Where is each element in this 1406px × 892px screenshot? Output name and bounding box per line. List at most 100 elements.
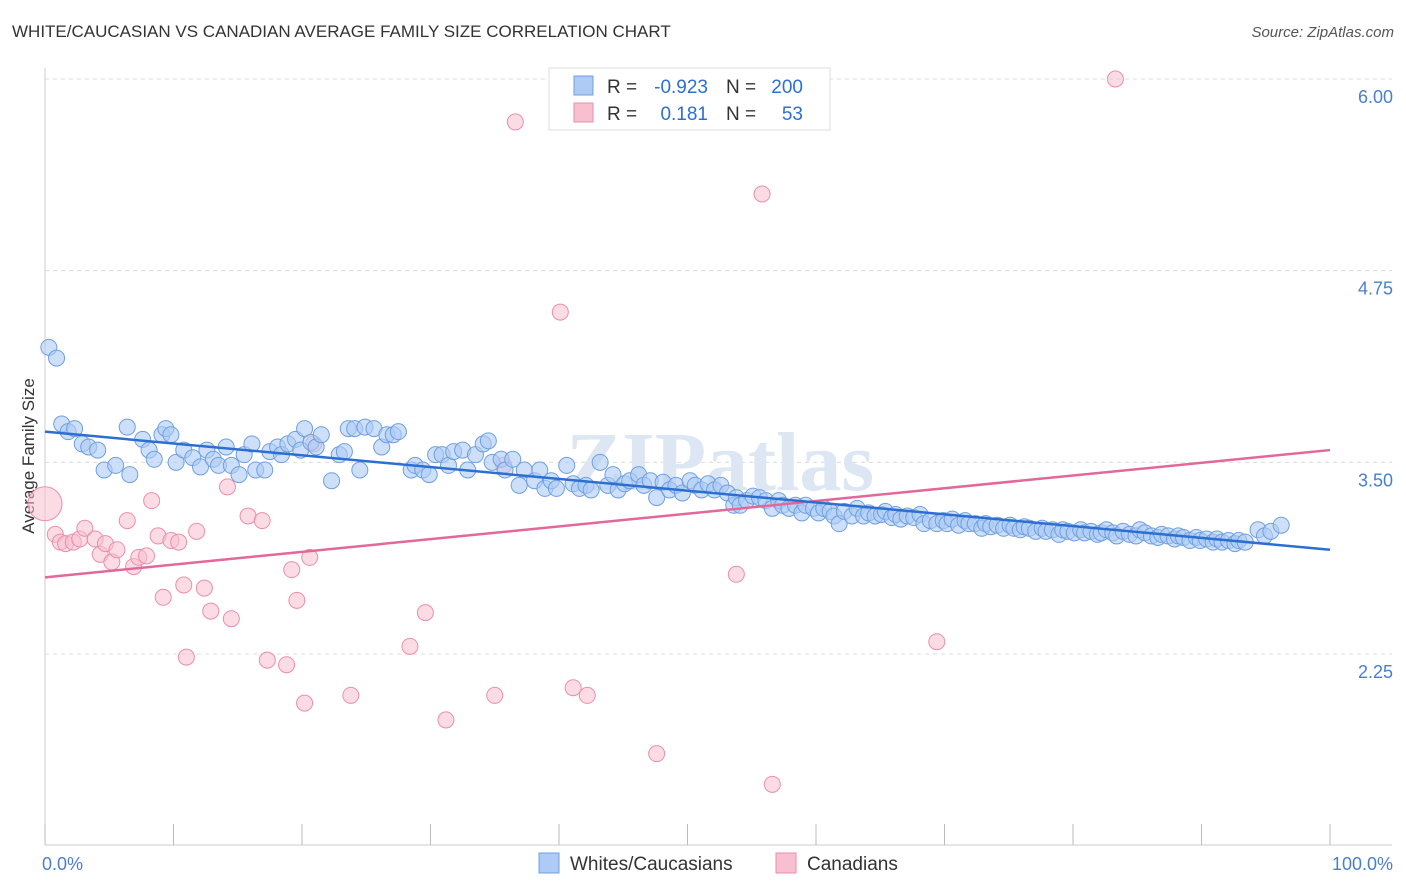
canadians-point <box>928 633 946 651</box>
canadians-point <box>195 579 213 597</box>
legend-n-label-2: N = <box>726 104 756 125</box>
canadians-point <box>288 591 306 609</box>
canadians-point <box>218 478 236 496</box>
y-tick-label: 3.50 <box>1358 470 1393 490</box>
bottom-legend-whites: Whites/Caucasians <box>570 854 733 875</box>
whites-point <box>479 432 497 450</box>
canadians-point <box>258 651 276 669</box>
canadians-point <box>296 694 314 712</box>
whites-point <box>420 466 438 484</box>
y-tick-label: 4.75 <box>1358 279 1393 299</box>
canadians-point <box>222 610 240 628</box>
canadians-point <box>143 492 161 510</box>
whites-point <box>66 420 84 438</box>
canadians-point <box>763 775 781 793</box>
whites-point <box>504 450 522 468</box>
canadians-point <box>1106 70 1124 88</box>
x-tick-label: 100.0% <box>1332 854 1393 874</box>
legend-swatch-pink <box>573 102 594 123</box>
legend-swatch-blue <box>573 75 594 96</box>
canadians-point <box>177 648 195 666</box>
canadians-point <box>108 541 126 559</box>
canadians-point <box>437 711 455 729</box>
canadians-point <box>76 519 94 537</box>
whites-point <box>256 461 274 479</box>
whites-point <box>510 476 528 494</box>
canadians-trend-line <box>44 448 1331 579</box>
whites-point <box>145 450 163 468</box>
legend-n-label-1: N = <box>726 77 756 98</box>
whites-point <box>312 426 330 444</box>
canadians-point <box>253 512 271 530</box>
canadians-point <box>138 547 156 565</box>
canadians-point <box>118 512 136 530</box>
x-tick-label: 0.0% <box>42 854 83 874</box>
whites-point <box>558 456 576 474</box>
canadians-point <box>486 686 504 704</box>
canadians-point <box>154 588 172 606</box>
whites-points <box>40 338 1290 553</box>
whites-point <box>230 466 248 484</box>
whites-point <box>167 453 185 471</box>
source-label: Source: ZipAtlas.com <box>1251 24 1394 41</box>
canadians-point <box>551 303 569 321</box>
whites-point <box>48 349 66 367</box>
canadians-point <box>648 745 666 763</box>
legend-r-label-2: R = <box>607 104 637 125</box>
bottom-legend-swatch-blue <box>538 852 560 874</box>
whites-point <box>582 481 600 499</box>
canadians-point <box>283 561 301 579</box>
canadians-point <box>170 533 188 551</box>
legend-r-label-1: R = <box>607 77 637 98</box>
grid-lines <box>45 78 1392 655</box>
stats-legend: R = -0.923 N = 200 R = 0.181 N = 53 <box>548 67 831 131</box>
canadians-point <box>278 656 296 674</box>
bottom-legend-swatch-pink <box>775 852 797 874</box>
chart-title: WHITE/CAUCASIAN VS CANADIAN AVERAGE FAMI… <box>12 22 671 41</box>
whites-point <box>107 456 125 474</box>
whites-point <box>389 423 407 441</box>
y-tick-label: 2.25 <box>1358 662 1393 682</box>
canadians-point <box>578 686 596 704</box>
legend-n-value-2: 53 <box>782 104 803 125</box>
legend-n-value-1: 200 <box>771 77 803 98</box>
whites-point <box>335 443 353 461</box>
canadians-point <box>202 602 220 620</box>
canadians-point <box>342 686 360 704</box>
canadians-point <box>175 576 193 594</box>
whites-point <box>547 479 565 497</box>
whites-trend-line <box>44 430 1331 551</box>
canadians-point <box>564 679 582 697</box>
canadians-point <box>188 522 206 540</box>
canadians-point <box>239 507 257 525</box>
legend-r-value-1: -0.923 <box>654 77 708 98</box>
canadians-point <box>727 565 745 583</box>
canadians-point <box>416 604 434 622</box>
x-tick-labels: 0.0% 100.0% <box>42 854 1393 874</box>
y-tick-labels: 2.25 3.50 4.75 6.00 <box>1358 87 1393 682</box>
legend-box <box>548 67 831 131</box>
whites-point <box>121 466 139 484</box>
whites-point <box>243 435 261 453</box>
whites-point <box>648 489 666 507</box>
whites-point <box>1272 516 1290 534</box>
whites-point <box>351 461 369 479</box>
whites-point <box>162 426 180 444</box>
series-legend: Whites/Caucasians Canadians <box>538 852 898 875</box>
whites-point <box>323 472 341 490</box>
bottom-legend-canadians: Canadians <box>807 854 898 875</box>
canadians-point <box>301 548 319 566</box>
whites-point <box>89 441 107 459</box>
legend-r-value-2: 0.181 <box>660 104 708 125</box>
whites-point <box>296 420 314 438</box>
whites-point <box>591 453 609 471</box>
axes <box>44 68 1392 846</box>
y-tick-label: 6.00 <box>1358 87 1393 107</box>
whites-point <box>191 458 209 476</box>
canadians-point <box>27 486 63 522</box>
canadians-point <box>401 637 419 655</box>
canadians-point <box>506 113 524 131</box>
canadians-point <box>753 185 771 203</box>
whites-point <box>118 418 136 436</box>
